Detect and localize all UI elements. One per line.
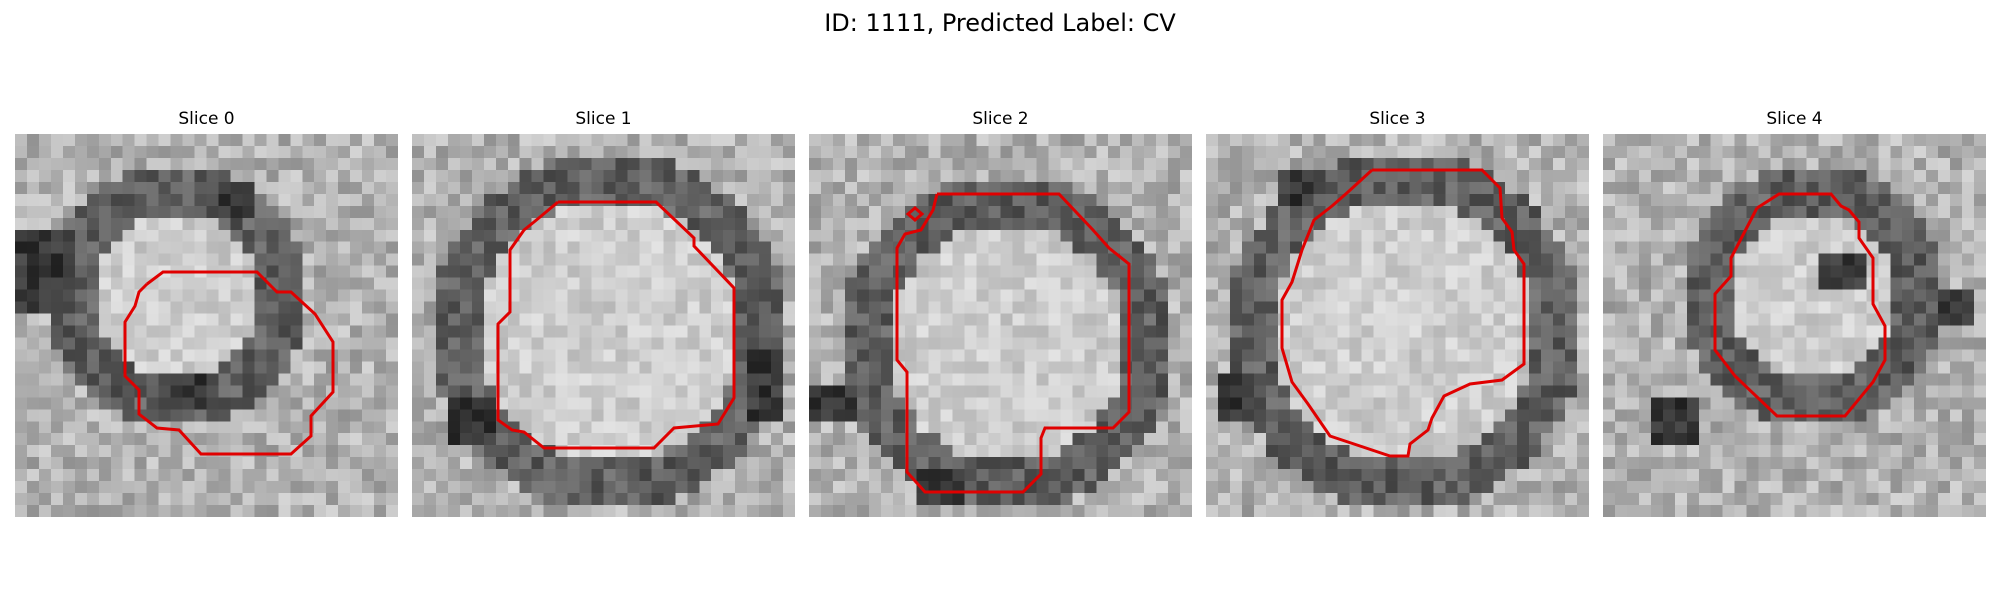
segmentation-contour — [123, 270, 335, 456]
segmentation-contour — [1713, 192, 1887, 418]
slice-image — [1206, 134, 1589, 517]
slice-title: Slice 1 — [575, 109, 632, 129]
slice-image — [15, 134, 398, 517]
figure-title: ID: 1111, Predicted Label: CV — [824, 9, 1176, 37]
slice-panel-4: Slice 4 — [1603, 108, 1986, 517]
grayscale-patch — [1603, 134, 1986, 517]
slice-panel-3: Slice 3 — [1206, 108, 1589, 517]
slice-image — [412, 134, 795, 517]
segmentation-contour — [1280, 168, 1526, 458]
slice-image — [1603, 134, 1986, 517]
grayscale-patch — [412, 134, 795, 517]
slice-image — [809, 134, 1192, 517]
slice-panel-0: Slice 0 — [15, 108, 398, 517]
segmentation-contour — [895, 192, 1131, 494]
slice-title: Slice 2 — [972, 109, 1029, 129]
slice-panel-1: Slice 1 — [412, 108, 795, 517]
segmentation-contour — [496, 200, 736, 450]
slice-title: Slice 0 — [178, 109, 235, 129]
slice-panel-2: Slice 2 — [809, 108, 1192, 517]
slice-title: Slice 3 — [1369, 109, 1426, 129]
slice-title: Slice 4 — [1766, 109, 1823, 129]
